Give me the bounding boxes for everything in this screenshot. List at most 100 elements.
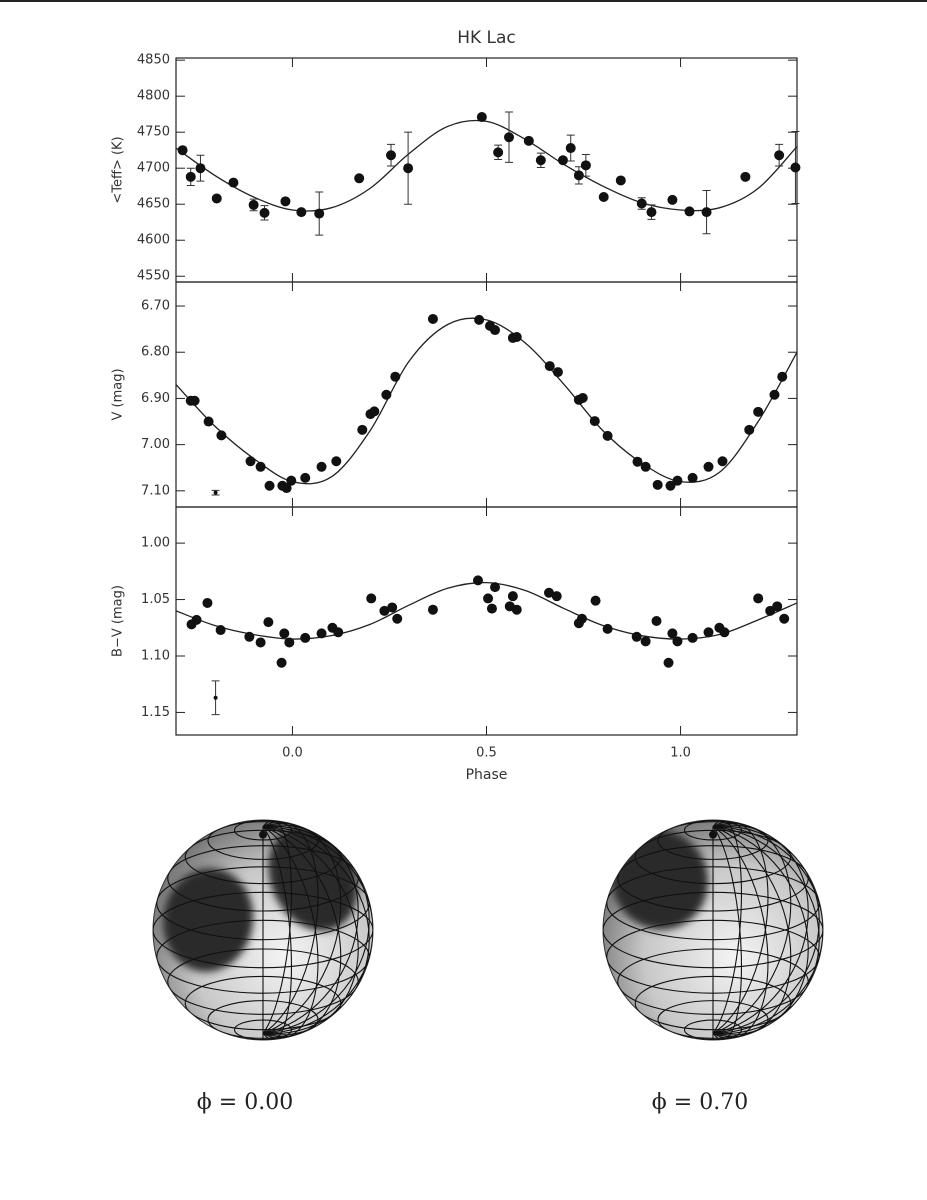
y-tick-label: 6.90 xyxy=(141,391,170,406)
y-axis-label: V (mag) xyxy=(111,368,126,420)
data-point xyxy=(316,628,327,639)
data-point xyxy=(255,461,266,472)
data-point xyxy=(779,613,790,624)
data-point xyxy=(687,472,698,483)
data-point xyxy=(276,657,287,668)
data-point xyxy=(255,637,266,648)
chart-title: HK Lac xyxy=(457,28,516,48)
data-point xyxy=(663,657,674,668)
data-point xyxy=(774,150,785,161)
data-point xyxy=(403,163,414,174)
data-point xyxy=(790,162,801,173)
data-point xyxy=(284,637,295,648)
data-point xyxy=(296,207,307,218)
meridian xyxy=(262,825,370,1034)
grid xyxy=(603,820,823,1040)
data-point xyxy=(490,325,501,336)
data-point xyxy=(636,198,647,209)
sample-point xyxy=(213,695,218,700)
data-point xyxy=(651,616,662,626)
data-point xyxy=(245,456,256,467)
y-tick-label: 1.15 xyxy=(141,705,170,720)
data-point xyxy=(228,177,239,188)
meridian xyxy=(262,821,319,1034)
data-point xyxy=(640,636,651,647)
phase-caption: ϕ = 0.70 xyxy=(652,1090,748,1115)
data-point xyxy=(589,416,600,427)
data-point xyxy=(667,628,678,639)
data-point xyxy=(523,135,534,146)
data-point xyxy=(177,145,188,156)
data-point xyxy=(357,424,368,435)
data-point xyxy=(386,150,397,161)
data-point xyxy=(300,632,311,643)
meridian xyxy=(712,826,823,1034)
y-axis-label: B−V (mag) xyxy=(111,585,126,657)
data-point xyxy=(203,416,214,427)
data-point xyxy=(202,597,213,608)
data-point xyxy=(474,314,485,325)
data-point xyxy=(387,602,398,613)
y-tick-label: 4550 xyxy=(137,269,170,284)
meridian xyxy=(262,826,342,1038)
meridian xyxy=(262,824,359,1034)
data-point xyxy=(769,389,780,400)
data-point xyxy=(615,175,626,186)
y-tick-label: 1.10 xyxy=(141,648,170,663)
data-point xyxy=(493,147,504,158)
data-point xyxy=(684,206,695,217)
model-curve xyxy=(175,119,798,212)
data-point xyxy=(551,591,562,602)
meridian xyxy=(712,826,743,1040)
data-point xyxy=(577,392,588,403)
data-point xyxy=(557,155,568,166)
data-point xyxy=(535,155,546,166)
star-map xyxy=(602,819,824,1041)
grid xyxy=(153,820,373,1040)
data-point xyxy=(719,627,730,638)
data-point xyxy=(565,143,576,154)
meridian xyxy=(712,821,769,1034)
data-point xyxy=(300,472,311,483)
pole xyxy=(709,830,717,839)
meridian xyxy=(712,820,743,1034)
data-point xyxy=(244,631,255,642)
pole xyxy=(259,830,267,839)
data-point xyxy=(215,625,226,636)
data-point xyxy=(331,456,342,467)
y-tick-label: 4650 xyxy=(137,197,170,212)
data-point xyxy=(486,603,497,614)
data-point xyxy=(573,170,584,181)
data-point xyxy=(263,617,274,628)
data-point xyxy=(279,628,290,639)
meridian xyxy=(262,826,373,1034)
data-point xyxy=(189,395,200,406)
data-point xyxy=(543,587,554,598)
data-point xyxy=(640,461,651,472)
data-point xyxy=(216,430,227,441)
y-tick-label: 7.00 xyxy=(141,437,170,452)
data-point xyxy=(354,173,365,184)
data-point xyxy=(598,192,609,203)
data-point xyxy=(703,627,714,638)
y-tick-label: 4600 xyxy=(137,233,170,248)
y-axis-label: <Teff> (K) xyxy=(111,136,126,203)
data-point xyxy=(665,480,676,491)
data-point xyxy=(333,627,344,638)
data-point xyxy=(427,313,438,324)
data-point xyxy=(772,601,783,612)
data-point xyxy=(667,194,678,205)
data-point xyxy=(427,604,438,615)
data-point xyxy=(392,613,403,624)
plot-frame xyxy=(175,57,798,283)
data-point xyxy=(717,456,728,467)
y-tick-label: 4850 xyxy=(137,53,170,68)
data-point xyxy=(631,631,642,642)
data-point xyxy=(366,593,377,604)
data-point xyxy=(701,207,712,218)
data-point xyxy=(703,461,714,472)
data-point xyxy=(211,193,222,204)
data-point xyxy=(248,199,259,210)
